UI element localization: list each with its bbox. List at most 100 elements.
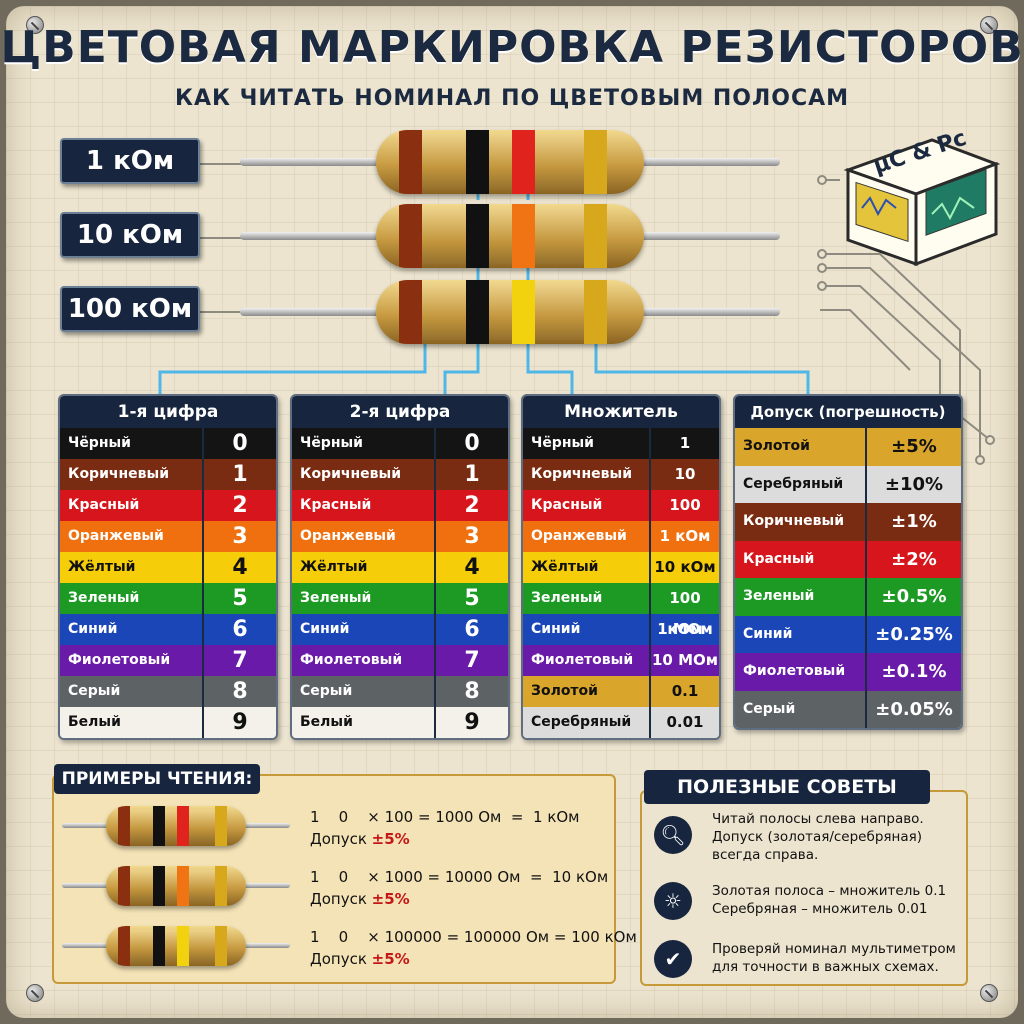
color-name: Чёрный [300, 435, 363, 451]
screw-icon [980, 984, 998, 1002]
table-row: Фиолетовый 7 [60, 645, 276, 676]
color-value: ±1% [865, 503, 961, 541]
color-name: Жёлтый [68, 559, 136, 575]
tip-text: Золотая полоса – множитель 0.1 Серебряна… [712, 883, 947, 917]
table-row: Серый ±0.05% [735, 690, 961, 728]
screw-icon [26, 16, 44, 34]
color-value: 1 [434, 459, 508, 490]
table-row: Жёлтый 4 [60, 552, 276, 583]
color-name: Чёрный [531, 435, 594, 451]
table-title: Множитель [523, 396, 719, 428]
color-band [153, 866, 166, 906]
table-row: Серый 8 [60, 676, 276, 707]
resistor-label-1k: 1 кОм [60, 138, 200, 184]
color-value: 1 [649, 428, 719, 459]
resistor-body [106, 866, 246, 906]
table-row: Серый 8 [292, 676, 508, 707]
color-value: 7 [434, 645, 508, 676]
color-name: Серый [68, 683, 121, 699]
color-name: Красный [300, 497, 372, 513]
color-name: Жёлтый [300, 559, 368, 575]
color-value: 3 [202, 521, 276, 552]
color-value: ±0.25% [865, 615, 961, 653]
color-name: Красный [531, 497, 603, 513]
table-row: Чёрный 1 [523, 428, 719, 459]
color-band [177, 806, 189, 846]
color-value: 6 [202, 614, 276, 645]
resistor-body [376, 204, 644, 268]
color-name: Красный [68, 497, 140, 513]
page-title: ЦВЕТОВАЯ МАРКИРОВКА РЕЗИСТОРОВ [0, 22, 1024, 73]
color-value: 1 [202, 459, 276, 490]
table-tolerance: Допуск (погрешность) Золотой ±5% Серебряны… [733, 394, 963, 730]
color-name: Синий [531, 621, 581, 637]
color-band [584, 130, 608, 194]
table-row: Белый 9 [60, 707, 276, 738]
color-band [177, 866, 189, 906]
table-row: Синий 6 [60, 614, 276, 645]
table-digit1: 1-я цифра Чёрный 0 Коричневый 1 Красный 2 Оран… [58, 394, 278, 740]
tip-text: Читай полосы слева направо. Допуск (золо… [712, 811, 924, 863]
color-name: Серебряный [531, 714, 632, 730]
color-name: Фиолетовый [68, 652, 171, 668]
color-value: 2 [434, 490, 508, 521]
color-name: Синий [68, 621, 118, 637]
color-value: 9 [202, 707, 276, 738]
color-name: Зеленый [531, 590, 603, 606]
table-row: Синий ±0.25% [735, 615, 961, 653]
color-name: Красный [743, 550, 815, 567]
table-title: 2-я цифра [292, 396, 508, 428]
color-band [214, 926, 227, 966]
color-name: Коричневый [68, 466, 170, 482]
color-name: Золотой [531, 683, 598, 699]
table-row: Зеленый 100 кОм [523, 583, 719, 638]
table-row: Зеленый 5 [60, 583, 276, 614]
table-row: Красный 2 [60, 490, 276, 521]
color-band [214, 806, 227, 846]
color-name: Серый [300, 683, 353, 699]
table-row: Оранжевый 3 [60, 521, 276, 552]
example-formula: 1 0 × 100000 = 100000 Ом = 100 кОм [310, 928, 637, 946]
color-band [177, 926, 189, 966]
color-value: 10 [649, 459, 719, 490]
color-band [512, 280, 535, 344]
color-name: Фиолетовый [300, 652, 403, 668]
table-row: Чёрный 0 [292, 428, 508, 459]
color-band [584, 204, 608, 268]
color-name: Чёрный [68, 435, 131, 451]
table-row: Фиолетовый ±0.1% [735, 653, 961, 691]
color-name: Коричневый [300, 466, 402, 482]
color-value: 9 [434, 707, 508, 738]
color-name: Коричневый [531, 466, 633, 482]
example-tolerance: Допуск ±5% [310, 830, 410, 848]
resistor-body [376, 280, 644, 344]
color-name: Золотой [743, 438, 810, 454]
table-row: Коричневый 1 [60, 459, 276, 490]
table-body: Золотой ±5% Серебряный ±10% Коричневый ±1% Кра… [735, 428, 961, 728]
color-value: ±0.5% [865, 578, 961, 616]
color-name: Жёлтый [531, 559, 599, 575]
table-title: Допуск (погрешность) [735, 396, 961, 428]
color-band [118, 926, 131, 966]
color-name: Белый [68, 714, 121, 730]
table-row: Серебряный 0.01 [523, 707, 719, 738]
table-row: Красный 100 [523, 490, 719, 521]
color-value: 1 МОм [649, 614, 719, 645]
color-value: 0 [434, 428, 508, 459]
table-row: Зеленый 5 [292, 583, 508, 614]
color-value: ±0.1% [865, 653, 961, 691]
color-value: 0 [202, 428, 276, 459]
color-value: 8 [202, 676, 276, 707]
color-band [214, 866, 227, 906]
magnifier-icon: 🔍︎ [654, 816, 692, 854]
color-band [466, 130, 490, 194]
table-row: Жёлтый 10 кОм [523, 552, 719, 583]
table-row: Красный ±2% [735, 540, 961, 578]
color-name: Зеленый [68, 590, 140, 606]
table-title: 1-я цифра [60, 396, 276, 428]
color-name: Серый [743, 700, 796, 717]
color-band [153, 806, 166, 846]
color-value: 2 [202, 490, 276, 521]
color-value: 4 [202, 552, 276, 583]
color-name: Оранжевый [300, 528, 396, 544]
